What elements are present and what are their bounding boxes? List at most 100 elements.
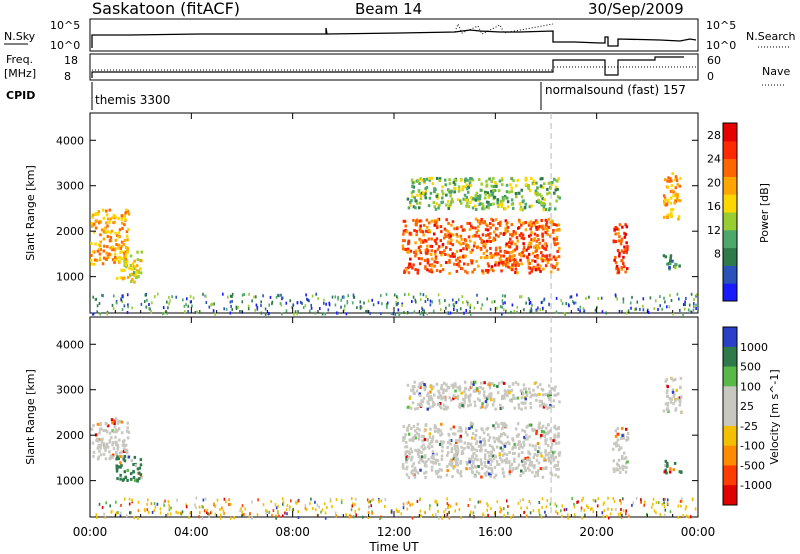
power-echo-cell — [116, 246, 120, 250]
power-echo-cell — [689, 309, 691, 313]
velocity-echo-cell — [486, 383, 490, 386]
velocity-echo-cell — [423, 388, 427, 392]
velocity-echo-cell — [487, 438, 491, 442]
power-echo-cell — [448, 271, 451, 275]
velocity-echo-cell — [452, 425, 456, 429]
power-echo-cell — [401, 303, 403, 307]
velocity-echo-cell — [519, 444, 522, 448]
velocity-echo-cell — [154, 505, 157, 509]
power-echo-cell — [553, 191, 556, 195]
velocity-echo-cell — [405, 473, 409, 477]
velocity-echo-cell — [202, 505, 204, 509]
velocity-echo-cell — [463, 441, 467, 445]
velocity-echo-cell — [497, 423, 500, 427]
power-echo-cell — [511, 263, 514, 267]
power-echo-cell — [127, 275, 130, 279]
velocity-echo-cell — [180, 512, 183, 516]
velocity-echo-cell — [420, 455, 424, 459]
power-echo-cell — [469, 196, 473, 200]
velocity-echo-cell — [513, 451, 516, 455]
power-echo-cell — [413, 196, 416, 200]
nave-tick-top: 60 — [707, 54, 721, 67]
velocity-echo-cell — [533, 474, 537, 478]
velocity-echo-cell — [470, 464, 474, 467]
power-echo-cell — [92, 312, 95, 316]
power-echo-cell — [449, 254, 452, 258]
velocity-echo-cell — [480, 446, 483, 450]
velocity-echo-cell — [557, 427, 560, 431]
power-echo-cell — [413, 250, 416, 254]
power-echo-cell — [477, 234, 480, 238]
power-echo-cell — [445, 203, 448, 207]
power-echo-cell — [541, 233, 544, 237]
velocity-echo-cell — [120, 450, 123, 454]
velocity-echo-cell — [459, 434, 462, 438]
velocity-echo-cell — [538, 392, 541, 396]
power-echo-cell — [486, 191, 489, 195]
velocity-echo-cell — [459, 426, 463, 430]
velocity-echo-cell — [111, 453, 115, 457]
power-echo-cell — [431, 182, 435, 186]
power-echo-cell — [555, 228, 559, 232]
power-echo-cell — [117, 216, 120, 220]
velocity-echo-cell — [131, 499, 134, 503]
velocity-echo-cell — [460, 516, 462, 520]
velocity-echo-cell — [473, 404, 477, 408]
power-echo-cell — [666, 179, 669, 183]
power-echo-cell — [121, 221, 124, 225]
power-echo-cell — [377, 301, 380, 305]
velocity-echo-cell — [625, 461, 628, 465]
velocity-echo-cell — [410, 469, 414, 473]
velocity-echo-cell — [412, 439, 415, 443]
power-echo-cell — [458, 241, 461, 245]
power-echo-cell — [495, 252, 499, 256]
power-echo-cell — [515, 195, 518, 199]
velocity-echo-cell — [489, 475, 492, 479]
power-echo-cell — [541, 257, 544, 261]
power-echo-cell — [488, 193, 491, 197]
velocity-echo-cell — [281, 497, 284, 501]
velocity-echo-cell — [446, 513, 449, 516]
velocity-echo-cell — [619, 511, 622, 515]
velocity-echo-cell — [535, 393, 538, 397]
power-echo-cell — [486, 262, 490, 266]
velocity-echo-cell — [113, 419, 117, 423]
power-echo-cell — [102, 249, 105, 253]
power-echo-cell — [307, 298, 309, 302]
velocity-echo-cell — [282, 500, 285, 504]
velocity-echo-cell — [214, 505, 217, 508]
velocity-echo-cell — [616, 462, 619, 466]
power-echo-cell — [231, 308, 233, 312]
velocity-echo-cell — [481, 405, 484, 409]
velocity-echo-cell — [412, 462, 415, 466]
power-echo-cell — [471, 206, 475, 210]
velocity-echo-region — [406, 380, 561, 411]
power-echo-cell — [166, 311, 169, 315]
velocity-echo-cell — [503, 444, 507, 448]
power-echo-cell — [528, 205, 532, 209]
velocity-echo-cell — [541, 505, 543, 509]
power-echo-cell — [420, 298, 422, 302]
power-echo-cell — [532, 221, 535, 225]
power-echo-cell — [453, 253, 456, 257]
power-echo-cell — [455, 263, 459, 267]
velocity-echo-cell — [621, 464, 625, 468]
velocity-echo-cell — [472, 515, 475, 519]
power-echo-cell — [114, 238, 118, 242]
power-echo-cell — [113, 294, 115, 298]
power-echo-cell — [535, 308, 538, 312]
power-echo-cell — [684, 303, 686, 306]
velocity-echo-cell — [426, 400, 429, 404]
velocity-echo-cell — [370, 504, 372, 508]
velocity-echo-cell — [116, 455, 119, 459]
velocity-echo-cell — [662, 409, 666, 413]
power-echo-cell — [162, 312, 164, 316]
velocity-echo-cell — [241, 510, 243, 514]
power-echo-cell — [529, 301, 532, 304]
power-echo-cell — [521, 250, 524, 254]
velocity-echo-cell — [107, 445, 110, 449]
velocity-echo-cell — [442, 396, 445, 400]
velocity-echo-cell — [480, 381, 483, 385]
power-echo-cell — [105, 258, 108, 261]
velocity-echo-cell — [422, 434, 425, 438]
